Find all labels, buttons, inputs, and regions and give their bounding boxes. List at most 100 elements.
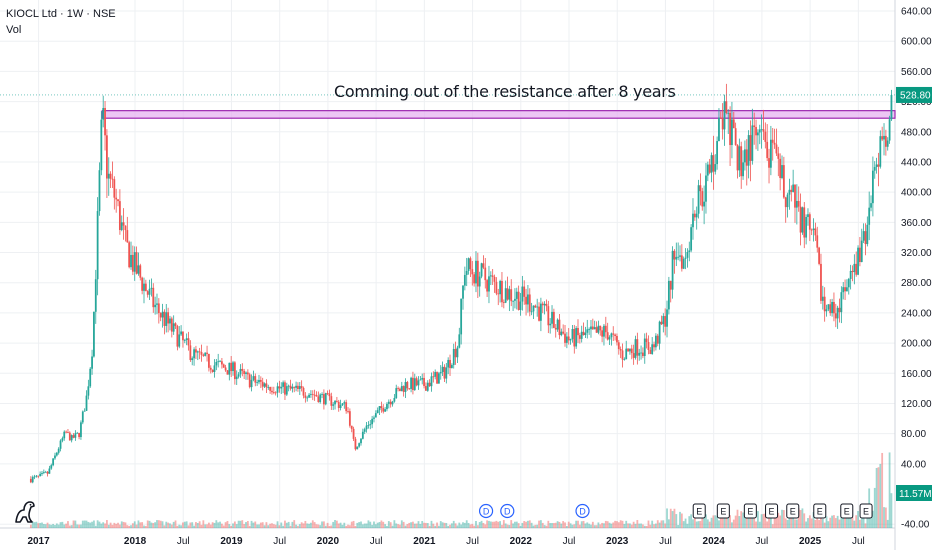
candle-body[interactable] <box>367 425 370 426</box>
candle-body[interactable] <box>554 327 557 330</box>
candle-body[interactable] <box>267 386 270 388</box>
candle-body[interactable] <box>710 155 713 173</box>
candle-body[interactable] <box>326 393 329 394</box>
candle-body[interactable] <box>337 401 340 408</box>
candle-body[interactable] <box>187 338 190 346</box>
candle-body[interactable] <box>306 397 309 399</box>
candle-body[interactable] <box>597 325 600 333</box>
candle-body[interactable] <box>300 386 303 388</box>
candle-body[interactable] <box>261 381 264 387</box>
candle-body[interactable] <box>68 432 71 441</box>
candle-body[interactable] <box>141 277 144 291</box>
candle-body[interactable] <box>794 184 796 208</box>
candle-body[interactable] <box>193 349 195 359</box>
candle-body[interactable] <box>749 135 752 161</box>
candle-body[interactable] <box>664 316 667 327</box>
candle-body[interactable] <box>72 435 75 438</box>
candle-body[interactable] <box>452 348 455 366</box>
candle-body[interactable] <box>434 372 437 377</box>
candle-body[interactable] <box>688 250 691 252</box>
candle-body[interactable] <box>677 256 680 258</box>
candle-body[interactable] <box>397 388 399 389</box>
candle-body[interactable] <box>304 395 307 398</box>
candle-body[interactable] <box>61 438 64 441</box>
candle-body[interactable] <box>751 125 754 161</box>
candle-body[interactable] <box>291 386 294 389</box>
candle-body[interactable] <box>575 327 578 347</box>
candle-body[interactable] <box>795 200 798 208</box>
candle-body[interactable] <box>501 280 503 303</box>
candle-body[interactable] <box>230 362 233 372</box>
candle-body[interactable] <box>593 327 596 330</box>
candle-body[interactable] <box>510 289 513 302</box>
candle-body[interactable] <box>167 312 170 324</box>
candle-body[interactable] <box>812 228 815 230</box>
candle-body[interactable] <box>220 361 223 365</box>
candle-body[interactable] <box>345 402 348 412</box>
candle-body[interactable] <box>94 279 97 312</box>
candle-body[interactable] <box>410 377 412 389</box>
candle-body[interactable] <box>463 274 466 286</box>
candle-body[interactable] <box>246 372 249 375</box>
candle-body[interactable] <box>126 230 129 243</box>
candle-body[interactable] <box>523 286 526 297</box>
candle-body[interactable] <box>441 366 444 372</box>
candle-body[interactable] <box>840 292 843 313</box>
candle-body[interactable] <box>573 329 576 347</box>
candle-body[interactable] <box>803 207 806 238</box>
candle-body[interactable] <box>154 304 157 308</box>
candle-body[interactable] <box>645 338 648 343</box>
candle-body[interactable] <box>456 347 459 358</box>
candle-body[interactable] <box>753 125 756 128</box>
candle-body[interactable] <box>195 349 197 353</box>
candle-body[interactable] <box>347 411 349 412</box>
candle-body[interactable] <box>211 369 214 372</box>
candle-body[interactable] <box>432 376 435 378</box>
candle-body[interactable] <box>467 258 470 271</box>
candle-body[interactable] <box>820 263 822 301</box>
candle-body[interactable] <box>391 401 394 405</box>
candle-body[interactable] <box>143 283 145 291</box>
candle-body[interactable] <box>224 367 227 371</box>
candle-body[interactable] <box>111 178 114 180</box>
candle-body[interactable] <box>551 311 553 324</box>
candle-body[interactable] <box>412 377 414 390</box>
candle-body[interactable] <box>48 468 51 474</box>
candle-body[interactable] <box>630 348 633 354</box>
candle-body[interactable] <box>443 366 446 379</box>
candle-body[interactable] <box>208 353 210 368</box>
candle-body[interactable] <box>287 385 290 387</box>
candle-body[interactable] <box>569 339 572 341</box>
candle-body[interactable] <box>606 332 609 340</box>
candle-body[interactable] <box>684 257 687 259</box>
candle-body[interactable] <box>310 393 312 395</box>
earnings-marker[interactable] <box>859 503 873 519</box>
candle-body[interactable] <box>697 185 700 214</box>
candle-body[interactable] <box>866 224 869 245</box>
candle-body[interactable] <box>873 167 876 171</box>
candle-body[interactable] <box>497 293 500 295</box>
candle-body[interactable] <box>44 471 47 473</box>
candle-body[interactable] <box>334 400 336 405</box>
candle-body[interactable] <box>642 352 644 357</box>
candle-body[interactable] <box>328 393 331 397</box>
candle-body[interactable] <box>161 311 164 318</box>
candle-body[interactable] <box>89 368 92 387</box>
candle-body[interactable] <box>148 288 151 295</box>
candle-body[interactable] <box>39 473 42 477</box>
candle-body[interactable] <box>389 401 392 405</box>
candle-body[interactable] <box>731 119 733 146</box>
candle-body[interactable] <box>178 334 181 347</box>
candle-body[interactable] <box>634 339 637 358</box>
candle-body[interactable] <box>808 214 811 230</box>
candle-body[interactable] <box>527 294 529 305</box>
candle-body[interactable] <box>489 275 492 277</box>
candle-body[interactable] <box>395 388 398 398</box>
candle-body[interactable] <box>428 382 431 387</box>
candle-body[interactable] <box>302 387 305 396</box>
candle-body[interactable] <box>695 213 698 218</box>
candle-body[interactable] <box>321 394 323 395</box>
candle-body[interactable] <box>552 311 555 328</box>
candle-body[interactable] <box>371 418 374 425</box>
candle-body[interactable] <box>237 374 240 377</box>
